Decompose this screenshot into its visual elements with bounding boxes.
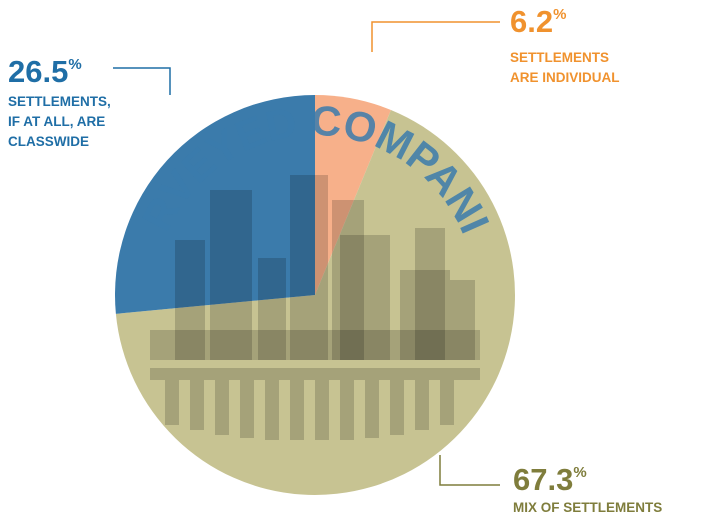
value-number: 67.3	[513, 462, 573, 497]
category-label: CLASSWIDE	[8, 134, 89, 149]
value-suffix: %	[573, 464, 586, 481]
value-label: 26.5%	[8, 54, 82, 89]
category-label: MIX OF SETTLEMENTS	[513, 500, 662, 515]
value-label: 67.3%	[513, 462, 587, 497]
category-label: SETTLEMENTS,	[8, 94, 111, 109]
leader-line	[371, 21, 500, 52]
leader-line	[439, 455, 500, 486]
value-number: 26.5	[8, 54, 68, 89]
category-label: SETTLEMENTS	[510, 50, 609, 65]
category-label: ARE INDIVIDUAL	[510, 70, 620, 85]
value-suffix: %	[553, 6, 566, 23]
labels: 6.2% SETTLEMENTS ARE INDIVIDUAL 67.3% MIX OF…	[8, 4, 662, 515]
value-label: 6.2%	[510, 4, 566, 39]
leader-line	[113, 67, 171, 95]
skyline	[150, 175, 480, 440]
value-number: 6.2	[510, 4, 553, 39]
pie-slice	[114, 95, 315, 314]
pie-slice	[315, 95, 391, 295]
pie-slice	[115, 109, 515, 495]
pie	[114, 95, 515, 495]
value-suffix: %	[68, 56, 81, 73]
category-label: IF AT ALL, ARE	[8, 114, 105, 129]
